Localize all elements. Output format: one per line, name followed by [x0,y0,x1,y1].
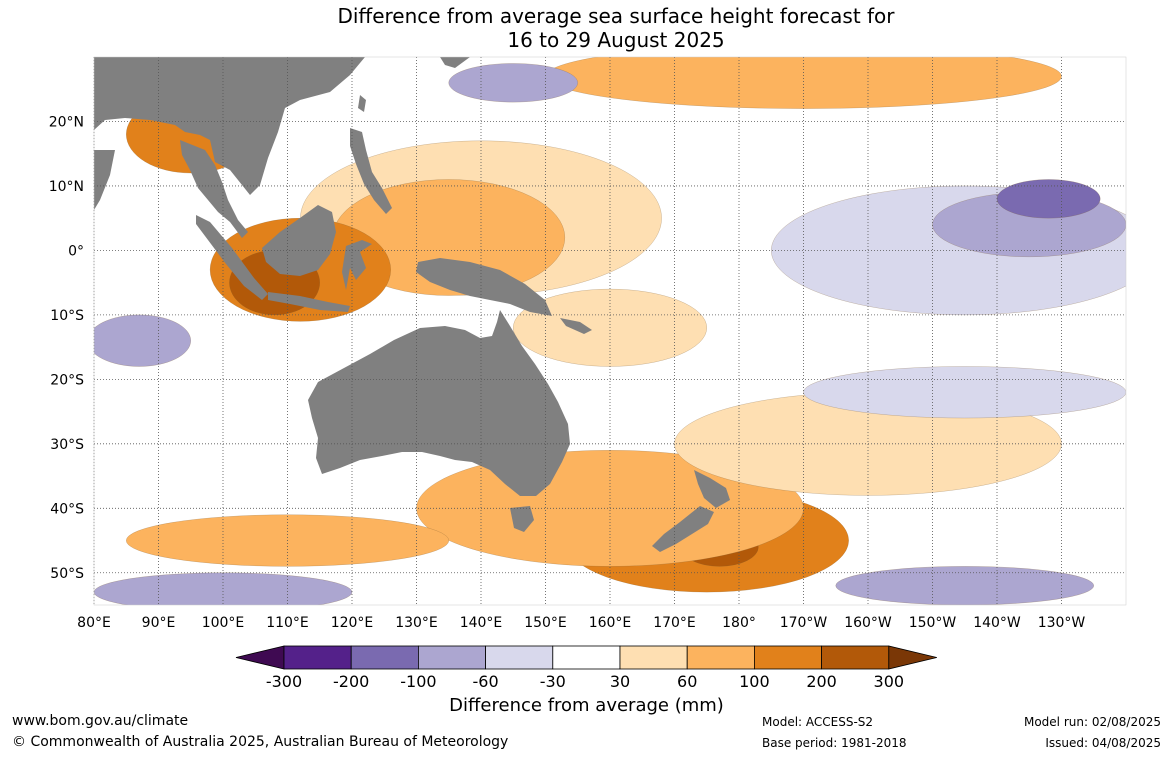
lon-tick-label: 150°E [524,615,567,631]
colorbar-tick-label: 60 [677,672,697,691]
borneo-island [262,205,336,276]
lat-tick-label: 50°S [50,566,84,582]
lon-tick-label: 130°W [1038,615,1086,631]
sumatra-island [196,215,268,300]
lon-tick-label: 180° [722,615,756,631]
lat-tick-label: 20°S [50,372,84,388]
colorbar-swatch [821,645,890,670]
copyright-text: © Commonwealth of Australia 2025, Austra… [12,734,509,750]
colorbar-tick-label: 200 [806,672,837,691]
colorbar-tick-label: -60 [473,672,499,691]
colorbar-swatch [619,645,688,670]
australia-landmass [308,310,570,496]
new-zealand-north-island [694,470,730,508]
colorbar-tick-label: 300 [874,672,905,691]
lon-tick-label: 170°W [780,615,828,631]
sulawesi-island [342,240,372,290]
colorbar-swatch [350,645,419,670]
colorbar-title: Difference from average (mm) [449,695,724,716]
colorbar-tick-label: -200 [333,672,369,691]
lon-tick-label: 130°E [395,615,438,631]
anomaly-region-negative [448,63,578,103]
colorbar-tick-label: -300 [266,672,302,691]
colorbar-tick-label: 30 [610,672,630,691]
issued-date: Issued: 04/08/2025 [1045,736,1161,750]
anomaly-region-negative [94,314,191,367]
lon-tick-label: 150°W [909,615,957,631]
axis-labels: 80°E 90°E 100°E 110°E 120°E 130°E 140°E 150°E 16… [49,114,1086,631]
lon-tick-label: 170°E [653,615,696,631]
colorbar: -300 -200 -100 -60 -30 30 60 100 200 300 [235,645,937,691]
lon-tick-label: 160°E [589,615,632,631]
footer-model-info: Model: ACCESS-S2 Base period: 1981-2018 [762,712,907,754]
anomaly-region-negative [996,179,1101,219]
lon-tick-label: 160°W [844,615,892,631]
india-landmass [94,150,115,210]
indochina-landmass [180,140,248,238]
colorbar-overflow-arrow [888,645,937,670]
map-frame [93,56,1127,606]
model-name: Model: ACCESS-S2 [762,715,874,729]
lat-tick-label: 10°N [49,179,84,195]
colorbar-tick-label: 100 [739,672,770,691]
graticule [93,57,1126,605]
lon-tick-label: 100°E [202,615,245,631]
base-period: Base period: 1981-2018 [762,736,907,750]
colorbar-swatch [754,645,823,670]
colorbar-underflow-arrow [235,645,285,670]
colorbar-tick-label: -100 [400,672,436,691]
lon-tick-label: 80°E [77,615,111,631]
colorbar-tick-label: -30 [540,672,566,691]
japan-islands [440,57,470,68]
lat-tick-label: 10°S [50,308,84,324]
colorbar-swatch [417,645,486,670]
taiwan-island [358,95,366,112]
anomaly-region-positive [545,57,1062,109]
anomaly-region-negative [94,572,353,605]
lon-tick-label: 110°E [266,615,309,631]
tasmania-island [510,506,534,532]
map-title-line1: Difference from average sea surface heig… [337,4,895,28]
lon-tick-label: 140°E [460,615,503,631]
lon-tick-label: 90°E [142,615,176,631]
lon-tick-label: 140°W [973,615,1021,631]
new-guinea-island [416,258,552,316]
new-zealand-south-island [652,506,714,552]
map-title: Difference from average sea surface heig… [0,4,1173,52]
map-title-line2: 16 to 29 August 2025 [507,28,725,52]
anomaly-region-negative [835,566,1094,605]
java-island [268,292,350,312]
website-link[interactable]: www.bom.gov.au/climate [12,713,189,729]
lat-tick-label: 0° [68,243,84,259]
model-run-date: Model run: 02/08/2025 [1023,715,1161,729]
colorbar-swatch [686,645,755,670]
anomaly-region-negative [803,366,1126,419]
lat-tick-label: 30°S [50,437,84,453]
colorbar-swatch [485,645,554,670]
philippines-islands [350,128,392,214]
footer-left: www.bom.gov.au/climate © Commonwealth of… [12,711,508,753]
lon-tick-label: 120°E [331,615,374,631]
solomon-islands [560,318,592,334]
asia-landmass [94,57,365,195]
lat-tick-label: 20°N [49,114,84,130]
footer-dates: Model run: 02/08/2025 Issued: 04/08/2025 [1024,712,1161,754]
colorbar-swatch [283,645,352,670]
lat-tick-label: 40°S [50,501,84,517]
land-layer [94,57,730,552]
colorbar-swatch [552,645,621,670]
